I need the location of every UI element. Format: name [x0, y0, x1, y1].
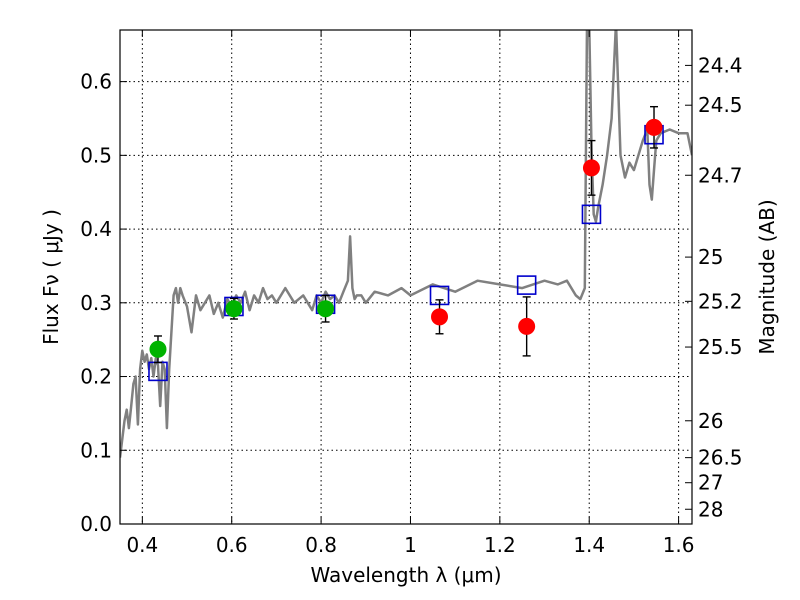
right-tick-label: 26.5 [698, 446, 743, 470]
right-tick-label: 24.5 [698, 93, 743, 117]
y-tick-label: 0.5 [80, 143, 112, 167]
grid-lines [120, 30, 692, 525]
observed-point [149, 340, 167, 358]
observed-point [317, 300, 335, 318]
observed-point [582, 159, 600, 177]
observed-point [431, 308, 449, 326]
y-tick-label: 0.1 [80, 438, 112, 462]
y-tick-label: 0.3 [80, 291, 112, 315]
right-tick-label: 27 [698, 471, 723, 495]
y-tick-label: 0.2 [80, 365, 112, 389]
x-tick-label: 0.6 [216, 533, 248, 557]
x-axis-label: Wavelength λ (μm) [310, 563, 501, 587]
model-square [581, 204, 602, 225]
right-tick-label: 26 [698, 409, 723, 433]
right-axis-label: Magnitude (AB) [755, 199, 779, 354]
plot-frame [119, 29, 693, 525]
right-tick-label: 28 [698, 497, 723, 521]
observed-point [225, 300, 243, 318]
axis-ticks: 0.4 0.6 0.8 1 1.2 1.4 1.6 0.0 0.1 0.2 0.3 0.4 0.5 0.6… [80, 30, 743, 557]
model-square [516, 275, 537, 295]
x-tick-label: 1.2 [484, 533, 516, 557]
observed-point [518, 317, 536, 335]
spectrum-layer [120, 30, 692, 458]
y-tick-label: 0.4 [80, 217, 112, 241]
x-tick-label: 1 [404, 533, 417, 557]
y-tick-label: 0.6 [80, 70, 112, 94]
right-tick-label: 25.5 [698, 335, 743, 359]
marker-layer [148, 105, 664, 382]
right-tick-label: 24.4 [698, 53, 743, 77]
x-tick-label: 0.4 [126, 533, 158, 557]
x-tick-label: 0.8 [305, 533, 337, 557]
right-tick-label: 25.2 [698, 289, 743, 313]
right-tick-label: 24.7 [698, 163, 743, 187]
right-tick-label: 25 [698, 245, 723, 269]
x-tick-label: 1.6 [663, 533, 695, 557]
observed-point [645, 118, 663, 136]
y-axis-label: Flux Fν ( μJy ) [39, 209, 63, 345]
y-tick-label: 0.0 [80, 512, 112, 536]
spectrum-line [120, 30, 692, 458]
x-tick-label: 1.4 [573, 533, 605, 557]
